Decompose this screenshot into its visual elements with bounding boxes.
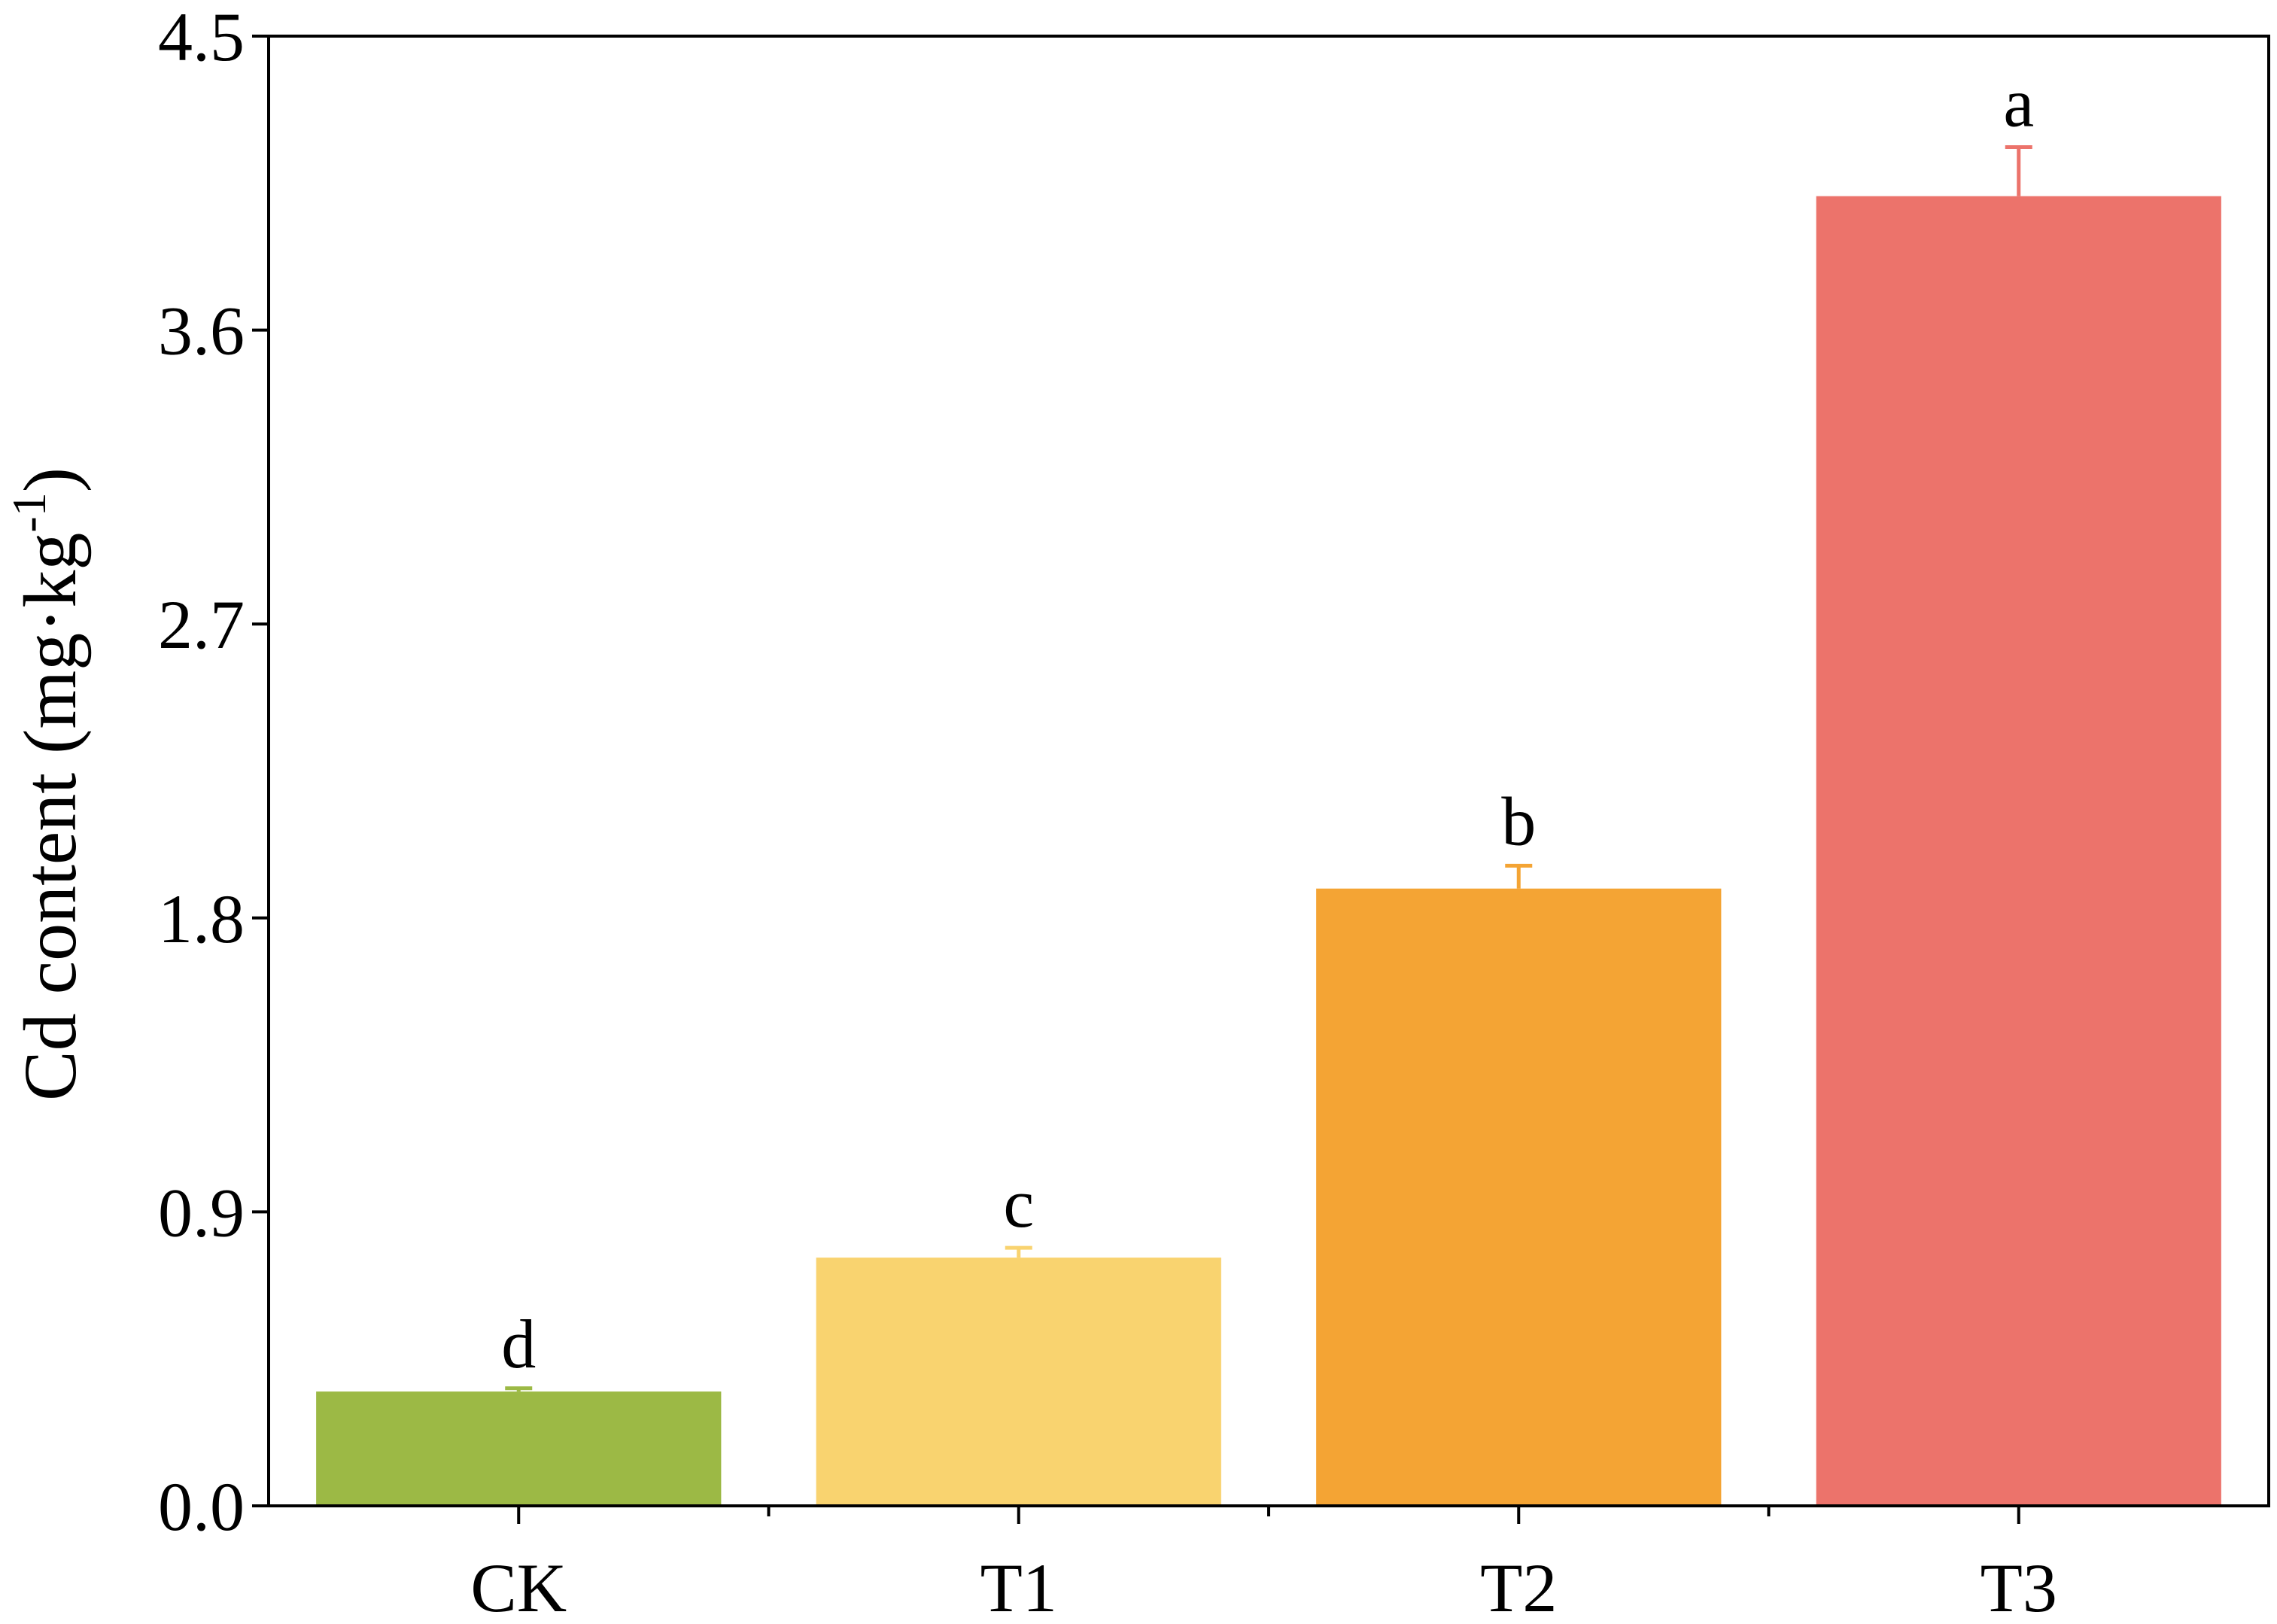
- y-tick-label: 4.5: [158, 0, 245, 75]
- error-bar: [505, 1386, 533, 1392]
- significance-label: a: [2003, 65, 2034, 141]
- x-tick-label: T2: [1480, 1549, 1557, 1624]
- y-tick-label: 1.8: [158, 880, 245, 957]
- x-tick-label: T3: [1981, 1549, 2057, 1624]
- error-bar: [1005, 1245, 1032, 1258]
- y-tick-label: 0.9: [158, 1174, 245, 1251]
- error-bar: [2005, 145, 2032, 196]
- significance-label: d: [501, 1306, 536, 1382]
- error-bar: [1505, 863, 1533, 889]
- y-tick-label: 0.0: [158, 1468, 245, 1545]
- y-axis-label: Cd content (mg·kg-1): [2, 467, 92, 1101]
- bar: [1316, 888, 1722, 1506]
- y-tick-label: 3.6: [158, 293, 245, 370]
- bar: [1816, 196, 2221, 1506]
- bar: [816, 1258, 1221, 1506]
- y-axis-label-text: Cd content (mg·kg: [8, 533, 92, 1101]
- x-tick-label: T1: [980, 1549, 1057, 1624]
- y-axis-label-superscript: -1: [2, 492, 56, 532]
- y-axis-label-close: ): [8, 467, 92, 492]
- significance-label: c: [1003, 1165, 1034, 1242]
- significance-label: b: [1501, 783, 1536, 859]
- plot-frame: [267, 35, 2270, 1507]
- x-tick-label: CK: [470, 1549, 567, 1624]
- bar: [316, 1391, 722, 1506]
- y-tick-label: 2.7: [158, 586, 245, 663]
